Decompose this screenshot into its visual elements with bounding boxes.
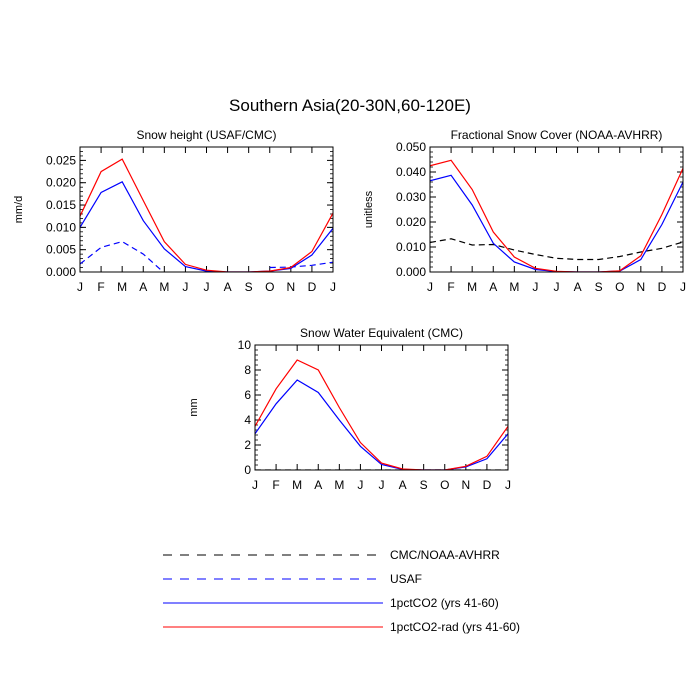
x-tick-label: F [97,280,104,294]
chart-title: Snow height (USAF/CMC) [136,128,276,142]
x-tick-label: J [357,478,363,492]
y-tick-label: 2 [244,438,251,452]
y-axis-label: unitless [363,190,375,228]
x-tick-label: M [117,280,127,294]
chart-panel-1: Snow height (USAF/CMC) mm/d 0.000 0.005 0.01… [13,128,336,294]
x-tick-label: M [159,280,169,294]
x-tick-label: J [77,280,83,294]
x-tick-label: O [440,478,449,492]
y-tick-label: 6 [244,388,251,402]
y-tick-label: 0 [244,463,251,477]
series-line [255,359,508,470]
y-tick-label: 0.050 [396,140,426,154]
x-tick-label: D [483,478,492,492]
y-tick-label: 0.040 [396,165,426,179]
x-tick-label: A [224,280,232,294]
y-tick-label: 8 [244,363,251,377]
x-tick-label: M [292,478,302,492]
x-tick-label: A [399,478,407,492]
x-tick-label: N [286,280,295,294]
plot-frame [254,344,509,471]
y-axis-label: mm [188,398,200,416]
y-tick-label: 0.000 [46,265,76,279]
x-tick-label: S [245,280,253,294]
legend-item: CMC/NOAA-AVHRR [163,548,500,562]
panels: Snow height (USAF/CMC) mm/d 0.000 0.005 0.01… [13,128,686,492]
series-line [255,379,508,470]
x-tick-label: J [379,478,385,492]
y-tick-label: 0.015 [46,198,76,212]
y-tick-label: 10 [238,338,252,352]
x-tick-label: J [330,280,336,294]
x-tick-label: N [636,280,645,294]
x-tick-label: M [509,280,519,294]
x-tick-label: J [505,478,511,492]
x-tick-label: A [574,280,582,294]
x-tick-label: A [489,280,497,294]
chart-title: Fractional Snow Cover (NOAA-AVHRR) [451,128,663,142]
x-tick-label: A [314,478,322,492]
x-tick-label: S [420,478,428,492]
x-tick-label: J [427,280,433,294]
x-tick-label: M [467,280,477,294]
plot-frame [429,146,684,273]
series-line [430,238,683,261]
legend-label: USAF [390,572,422,586]
legend-label: 1pctCO2-rad (yrs 41-60) [390,620,520,634]
x-tick-label: J [204,280,210,294]
legend: CMC/NOAA-AVHRR USAF 1pctCO2 (yrs 41-60) 1pc… [163,548,520,634]
legend-item: USAF [163,572,422,586]
chart-title: Snow Water Equivalent (CMC) [300,326,463,340]
x-tick-label: F [272,478,279,492]
x-tick-label: F [447,280,454,294]
legend-item: 1pctCO2 (yrs 41-60) [163,596,499,610]
x-tick-label: J [182,280,188,294]
y-tick-label: 0.010 [46,220,76,234]
y-tick-label: 0.030 [396,190,426,204]
chart-panel-2: Fractional Snow Cover (NOAA-AVHRR) unitle… [363,128,686,294]
figure-title: Southern Asia(20-30N,60-120E) [229,96,471,115]
series-line [80,181,333,272]
x-tick-label: D [308,280,317,294]
legend-item: 1pctCO2-rad (yrs 41-60) [163,620,520,634]
y-tick-label: 0.010 [396,240,426,254]
x-tick-label: S [595,280,603,294]
x-tick-label: N [461,478,470,492]
legend-label: 1pctCO2 (yrs 41-60) [390,596,499,610]
x-tick-label: O [615,280,624,294]
x-tick-label: J [554,280,560,294]
y-tick-label: 4 [244,413,251,427]
x-tick-label: A [139,280,147,294]
series-line [80,240,333,272]
series-line [80,158,333,272]
x-tick-label: M [334,478,344,492]
x-tick-label: J [532,280,538,294]
series-line [430,159,683,272]
y-tick-label: 0.020 [46,176,76,190]
y-tick-label: 0.005 [46,243,76,257]
plot-frame [79,146,334,273]
x-tick-label: D [658,280,667,294]
y-tick-label: 0.000 [396,265,426,279]
y-tick-label: 0.020 [396,215,426,229]
series-line [430,174,683,272]
y-tick-label: 0.025 [46,153,76,167]
legend-label: CMC/NOAA-AVHRR [390,548,500,562]
x-tick-label: J [252,478,258,492]
x-tick-label: O [265,280,274,294]
x-tick-label: J [680,280,686,294]
y-axis-label: mm/d [13,196,25,224]
